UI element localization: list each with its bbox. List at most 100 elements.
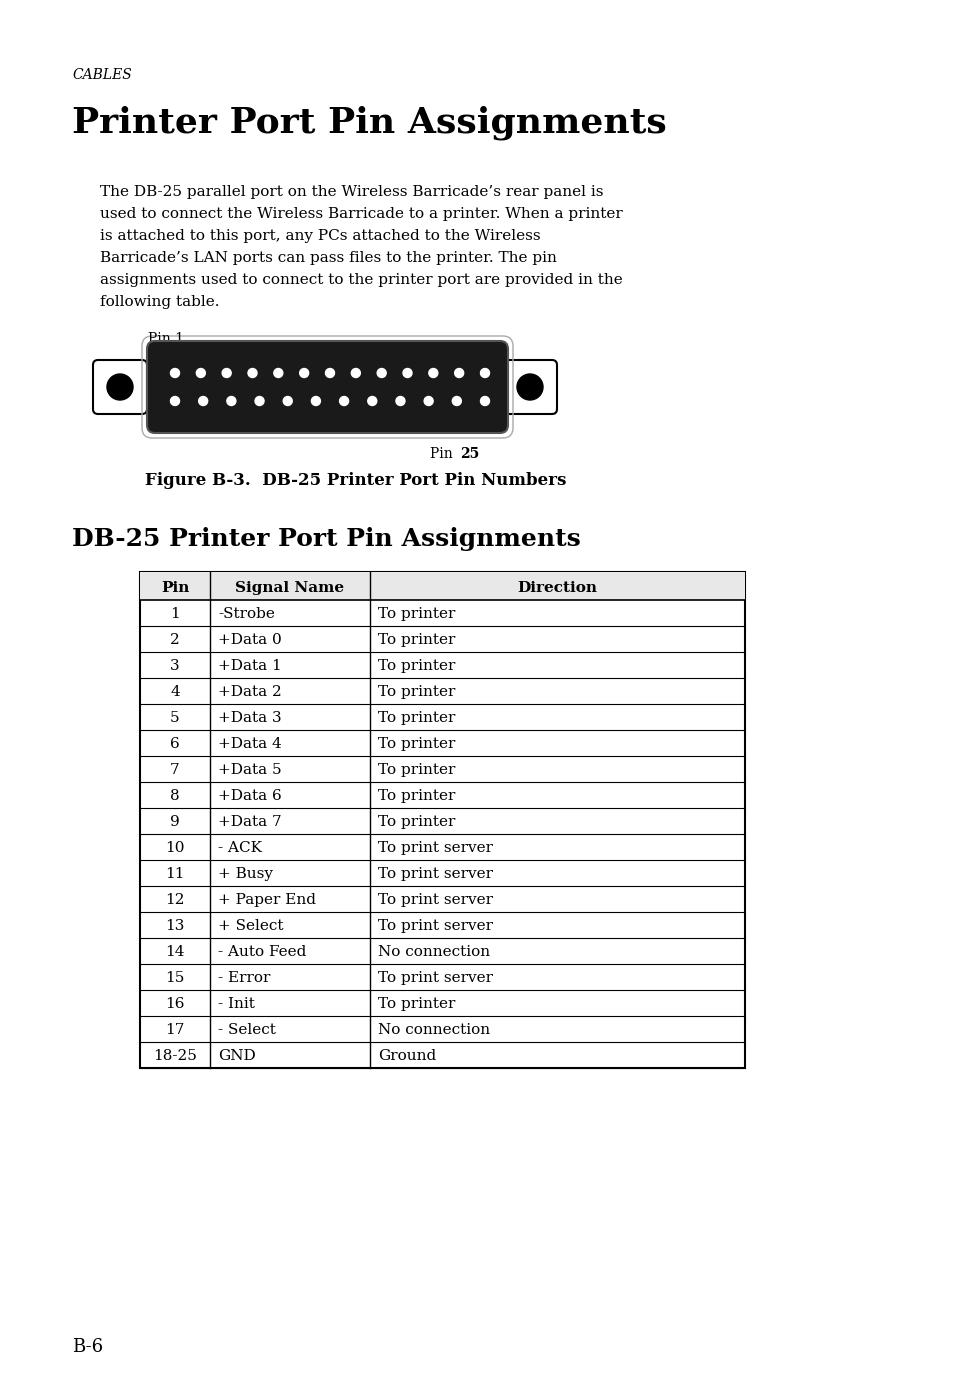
Text: GND: GND (218, 1049, 255, 1063)
Text: Figure B-3.  DB-25 Printer Port Pin Numbers: Figure B-3. DB-25 Printer Port Pin Numbe… (145, 472, 566, 489)
Text: Pin: Pin (430, 447, 456, 461)
Text: -Strobe: -Strobe (218, 607, 274, 620)
Text: 12: 12 (165, 892, 185, 906)
Text: +Data 4: +Data 4 (218, 737, 281, 751)
Text: - ACK: - ACK (218, 841, 262, 855)
Text: To printer: To printer (377, 737, 455, 751)
Text: 13: 13 (165, 919, 185, 933)
Text: To printer: To printer (377, 633, 455, 647)
Circle shape (325, 368, 335, 378)
Circle shape (424, 397, 433, 405)
Circle shape (283, 397, 292, 405)
Text: +Data 3: +Data 3 (218, 711, 281, 725)
FancyBboxPatch shape (147, 341, 507, 433)
Text: CABLES: CABLES (71, 68, 132, 82)
Text: 11: 11 (165, 868, 185, 881)
Text: assignments used to connect to the printer port are provided in the: assignments used to connect to the print… (100, 273, 622, 287)
Text: - Init: - Init (218, 997, 254, 1010)
Text: 14: 14 (165, 945, 185, 959)
Text: Printer Port Pin Assignments: Printer Port Pin Assignments (71, 105, 666, 140)
Text: 7: 7 (170, 763, 179, 777)
Text: To printer: To printer (377, 997, 455, 1010)
Text: The DB-25 parallel port on the Wireless Barricade’s rear panel is: The DB-25 parallel port on the Wireless … (100, 185, 603, 198)
Text: 10: 10 (165, 841, 185, 855)
Circle shape (311, 397, 320, 405)
FancyBboxPatch shape (502, 359, 557, 414)
Text: +Data 5: +Data 5 (218, 763, 281, 777)
Text: +Data 2: +Data 2 (218, 686, 281, 700)
Text: To printer: To printer (377, 607, 455, 620)
Text: To print server: To print server (377, 892, 493, 906)
Circle shape (429, 368, 437, 378)
Text: following table.: following table. (100, 296, 219, 310)
Circle shape (517, 373, 542, 400)
Text: 5: 5 (170, 711, 179, 725)
Text: To printer: To printer (377, 686, 455, 700)
Circle shape (196, 368, 205, 378)
Circle shape (222, 368, 231, 378)
Text: +Data 1: +Data 1 (218, 659, 281, 673)
Text: Pin: Pin (161, 582, 189, 595)
Text: 18-25: 18-25 (152, 1049, 196, 1063)
Text: 15: 15 (165, 972, 185, 985)
Text: 9: 9 (170, 815, 180, 829)
Text: used to connect the Wireless Barricade to a printer. When a printer: used to connect the Wireless Barricade t… (100, 207, 622, 221)
Circle shape (299, 368, 309, 378)
Circle shape (198, 397, 208, 405)
Circle shape (254, 397, 264, 405)
Text: + Select: + Select (218, 919, 283, 933)
Text: Signal Name: Signal Name (235, 582, 344, 595)
FancyBboxPatch shape (92, 359, 147, 414)
Text: No connection: No connection (377, 1023, 490, 1037)
Text: 3: 3 (170, 659, 179, 673)
Text: 8: 8 (170, 788, 179, 804)
Text: B-6: B-6 (71, 1338, 103, 1356)
Text: To print server: To print server (377, 841, 493, 855)
Text: To print server: To print server (377, 972, 493, 985)
Circle shape (368, 397, 376, 405)
Text: - Error: - Error (218, 972, 270, 985)
Text: No connection: No connection (377, 945, 490, 959)
Text: To printer: To printer (377, 711, 455, 725)
Text: Ground: Ground (377, 1049, 436, 1063)
Text: + Busy: + Busy (218, 868, 273, 881)
Circle shape (351, 368, 360, 378)
Text: 2: 2 (170, 633, 180, 647)
Circle shape (480, 368, 489, 378)
Text: +Data 0: +Data 0 (218, 633, 281, 647)
Bar (140, 572, 744, 600)
Text: Pin 1: Pin 1 (148, 332, 184, 346)
Circle shape (227, 397, 235, 405)
Text: - Auto Feed: - Auto Feed (218, 945, 306, 959)
Text: To printer: To printer (377, 763, 455, 777)
Circle shape (452, 397, 461, 405)
Text: To printer: To printer (377, 659, 455, 673)
Circle shape (339, 397, 348, 405)
Text: +Data 7: +Data 7 (218, 815, 281, 829)
Text: 4: 4 (170, 686, 180, 700)
Text: 25: 25 (459, 447, 478, 461)
Text: 16: 16 (165, 997, 185, 1010)
Circle shape (248, 368, 256, 378)
Text: +Data 6: +Data 6 (218, 788, 281, 804)
Text: 1: 1 (170, 607, 180, 620)
Text: - Select: - Select (218, 1023, 275, 1037)
Circle shape (171, 368, 179, 378)
Circle shape (395, 397, 404, 405)
Circle shape (107, 373, 132, 400)
Circle shape (402, 368, 412, 378)
Text: Direction: Direction (517, 582, 597, 595)
Circle shape (376, 368, 386, 378)
Text: is attached to this port, any PCs attached to the Wireless: is attached to this port, any PCs attach… (100, 229, 540, 243)
Bar (140, 572, 744, 1067)
Text: To printer: To printer (377, 788, 455, 804)
Text: To print server: To print server (377, 868, 493, 881)
Text: Barricade’s LAN ports can pass files to the printer. The pin: Barricade’s LAN ports can pass files to … (100, 251, 557, 265)
Circle shape (480, 397, 489, 405)
Text: To printer: To printer (377, 815, 455, 829)
Text: DB-25 Printer Port Pin Assignments: DB-25 Printer Port Pin Assignments (71, 527, 580, 551)
Text: To print server: To print server (377, 919, 493, 933)
Circle shape (455, 368, 463, 378)
Circle shape (274, 368, 282, 378)
Text: 17: 17 (165, 1023, 185, 1037)
